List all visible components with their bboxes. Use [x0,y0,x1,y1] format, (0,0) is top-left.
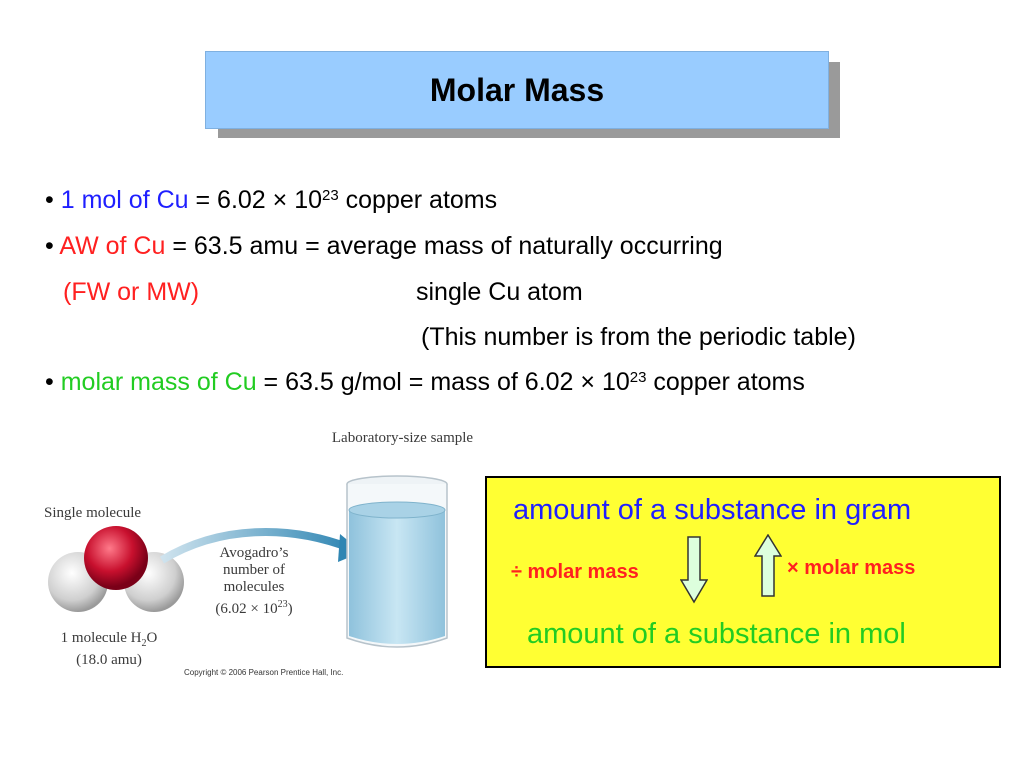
bullet-line-3: • molar mass of Cu = 63.5 g/mol = mass o… [45,367,805,397]
down-arrow-icon [680,536,708,604]
mol-amount-text: amount of a substance in mol [527,618,906,650]
aw-cu-label: AW of Cu [59,232,166,260]
molar-mass-definition: = 63.5 g/mol = mass of 6.02 × 10 [256,368,630,396]
molecule-caption-line-2: (18.0 amu) [76,652,142,668]
aw-definition: = 63.5 amu = average mass of naturally o… [165,232,723,260]
slide-title-text: Molar Mass [429,71,605,108]
conversion-box [485,476,1001,668]
copyright-text: Copyright © 2006 Pearson Prentice Hall, … [184,668,344,677]
molecule-beaker-illustration [48,475,448,648]
bullet-line-1: • 1 mol of Cu = 6.02 × 1023 copper atoms [45,185,497,215]
multiply-molar-mass-label: × molar mass [787,557,916,579]
molecule-caption-line-1: 1 molecule H2O [60,630,158,649]
avogadro-value: = 6.02 × 10 [188,186,323,214]
bullet: • [45,368,54,396]
copper-atoms-text: copper atoms [646,368,805,396]
fw-mw-label: (FW or MW) [63,278,200,306]
lab-sample-label: Laboratory-size sample [331,430,474,446]
up-arrow-icon [754,534,782,597]
molar-mass-cu-label: molar mass of Cu [60,368,257,396]
avogadro-line-1: Avogadro’s [219,545,289,561]
avogadro-label: Avogadro’s number of molecules (6.02 × 1… [196,545,312,618]
molecule-caption: 1 molecule H2O (18.0 amu) [44,630,174,669]
bullet-line-2: • AW of Cu = 63.5 amu = average mass of … [45,231,723,261]
avogadro-line-4: (6.02 × 1023) [215,599,293,617]
mol-cu-label: 1 mol of Cu [60,186,189,214]
copper-atoms-text: copper atoms [338,186,498,214]
periodic-table-note: (This number is from the periodic table) [421,323,856,351]
gram-amount-text: amount of a substance in gram [513,494,912,526]
single-molecule-label: Single molecule [44,505,142,521]
slide-title: Molar Mass [205,51,829,129]
single-atom-text: single Cu atom [416,278,583,306]
bullet: • [45,186,54,214]
avogadro-line-2: number of [222,562,286,578]
exponent: 23 [629,369,647,386]
oxygen-atom [84,526,148,590]
divide-molar-mass-label: ÷ molar mass [511,561,639,583]
avogadro-line-3: molecules [223,579,285,595]
bullet: • [45,232,54,260]
exponent: 23 [322,187,339,204]
